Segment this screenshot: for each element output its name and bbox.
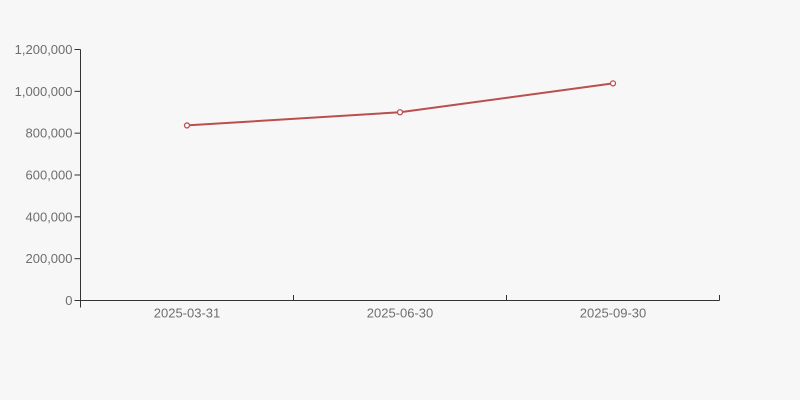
y-axis-label: 1,000,000	[15, 84, 73, 99]
y-axis-label: 200,000	[26, 251, 73, 266]
y-axis-label: 0	[65, 293, 72, 308]
y-axis-label: 1,200,000	[15, 42, 73, 57]
data-point-marker[interactable]	[396, 109, 404, 116]
data-point-marker[interactable]	[183, 122, 191, 129]
x-axis-label: 2025-09-30	[580, 306, 647, 321]
y-axis-label: 800,000	[26, 126, 73, 141]
y-axis-label: 600,000	[26, 168, 73, 183]
x-axis-label: 2025-03-31	[154, 306, 221, 321]
data-point-marker[interactable]	[609, 80, 617, 87]
y-axis-label: 400,000	[26, 209, 73, 224]
x-axis-label: 2025-06-30	[367, 306, 434, 321]
